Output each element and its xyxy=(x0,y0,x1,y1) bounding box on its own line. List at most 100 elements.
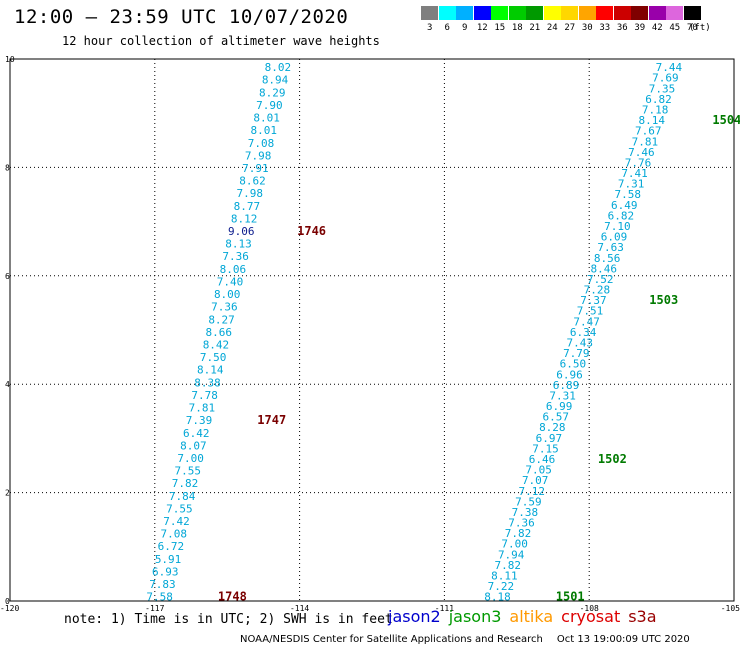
wave-height-value: 7.81 xyxy=(189,402,216,415)
wave-height-value: 6.49 xyxy=(611,199,638,212)
wave-height-value: 6.82 xyxy=(645,93,672,106)
wave-height-value: 7.05 xyxy=(525,464,552,477)
wave-height-value: 8.42 xyxy=(203,339,230,352)
satellite-jason3: jason3 xyxy=(448,607,502,626)
legend-label: 6 xyxy=(444,23,450,33)
wave-height-value: 7.50 xyxy=(200,351,227,364)
legend-label: 24 xyxy=(546,23,558,33)
legend-swatch xyxy=(596,6,613,20)
legend-swatch xyxy=(473,6,491,20)
orbit-time-label: 1504 xyxy=(712,113,740,127)
wave-height-value: 6.93 xyxy=(152,565,179,578)
legend-swatch xyxy=(421,6,438,20)
wave-height-value: 6.89 xyxy=(553,379,580,392)
wave-height-value: 7.31 xyxy=(618,178,645,191)
map-title: 12:00 — 23:59 UTC 10/07/2020 xyxy=(14,6,349,28)
wave-height-value: 7.98 xyxy=(236,187,263,200)
legend-swatch xyxy=(491,6,508,20)
wave-height-value: 9.06 xyxy=(228,225,255,238)
wave-height-value: 7.98 xyxy=(245,149,272,162)
footer-center: NOAA/NESDIS Center for Satellite Applica… xyxy=(240,634,543,645)
wave-height-value: 8.12 xyxy=(231,212,258,225)
legend-swatch xyxy=(561,6,578,20)
wave-height-value: 7.82 xyxy=(505,527,532,540)
units-note: note: 1) Time is in UTC; 2) SWH is in fe… xyxy=(64,612,393,627)
satellite-s3a: s3a xyxy=(628,607,657,626)
wave-height-value: 7.52 xyxy=(587,273,614,286)
legend-label: 15 xyxy=(494,23,506,33)
wave-height-value: 6.42 xyxy=(183,427,210,440)
wave-height-value: 7.39 xyxy=(186,414,213,427)
wave-height-value: 8.02 xyxy=(265,61,292,74)
wave-height-value: 6.99 xyxy=(546,400,573,413)
legend-swatch xyxy=(543,6,561,20)
wave-height-value: 7.40 xyxy=(217,275,244,288)
satellite-altika: altika xyxy=(509,607,554,626)
x-tick-label: -105 xyxy=(721,604,740,613)
wave-height-value: 7.37 xyxy=(580,294,607,307)
legend-label: 39 xyxy=(634,23,646,33)
orbit-time-label: 1748 xyxy=(218,590,247,604)
wave-height-value: 7.08 xyxy=(248,137,275,150)
y-tick-label: 8 xyxy=(5,163,10,172)
wave-height-value: 8.00 xyxy=(214,288,241,301)
map-frame xyxy=(9,58,735,602)
legend-label: 18 xyxy=(511,23,523,33)
wave-height-value: 7.82 xyxy=(172,477,199,490)
y-tick-label: 6 xyxy=(5,272,10,281)
wave-height-value: 8.11 xyxy=(491,569,518,582)
wave-height-value: 7.36 xyxy=(508,517,535,530)
wave-height-value: 6.09 xyxy=(601,231,628,244)
wave-height-value: 7.84 xyxy=(169,490,196,503)
wave-height-value: 7.83 xyxy=(149,578,176,591)
legend-label: 9 xyxy=(462,23,468,33)
wave-height-value: 8.01 xyxy=(251,124,278,137)
wave-height-value: 7.58 xyxy=(146,591,173,604)
wave-height-value: 6.46 xyxy=(529,453,556,466)
wave-height-value: 7.94 xyxy=(498,548,525,561)
wave-height-value: 7.78 xyxy=(191,389,218,402)
wave-height-value: 7.10 xyxy=(604,220,631,233)
y-tick-label: 4 xyxy=(5,380,10,389)
wave-height-value: 7.00 xyxy=(177,452,204,465)
wave-height-value: 8.56 xyxy=(594,252,621,265)
x-tick-label: -111 xyxy=(435,604,454,613)
wave-height-value: 7.55 xyxy=(166,502,193,515)
footer-timestamp: Oct 13 19:00:09 UTC 2020 xyxy=(556,634,690,645)
wave-height-value: 7.44 xyxy=(656,61,683,74)
wave-height-value: 8.28 xyxy=(539,421,566,434)
legend-swatch xyxy=(438,6,456,20)
wave-height-value: 7.12 xyxy=(519,485,546,498)
wave-height-value: 7.82 xyxy=(495,559,522,572)
wave-height-value: 7.67 xyxy=(635,125,662,138)
orbit-time-label: 1746 xyxy=(297,224,326,238)
wave-height-value: 7.38 xyxy=(512,506,539,519)
wave-height-value: 7.76 xyxy=(625,156,652,169)
wave-height-value: 8.38 xyxy=(194,376,221,389)
footer: NOAA/NESDIS Center for Satellite Applica… xyxy=(240,634,690,645)
wave-height-value: 7.51 xyxy=(577,305,604,318)
wave-height-value: 8.66 xyxy=(206,326,233,339)
wave-height-value: 8.46 xyxy=(590,262,617,275)
wave-height-value: 7.63 xyxy=(597,241,624,254)
legend-label: 42 xyxy=(651,23,663,33)
wave-height-value: 6.82 xyxy=(608,209,635,222)
wave-height-value: 7.79 xyxy=(563,347,590,360)
legend-swatch xyxy=(631,6,648,20)
legend-label: 45 xyxy=(669,23,681,33)
orbit-time-label: 1747 xyxy=(257,413,286,427)
wave-height-value: 8.07 xyxy=(180,439,207,452)
wave-height-value: 8.13 xyxy=(225,238,252,251)
legend-label: 36 xyxy=(616,23,628,33)
x-tick-label: -114 xyxy=(290,604,309,613)
wave-height-value: 7.47 xyxy=(573,315,600,328)
legend-label: 3 xyxy=(427,23,433,33)
legend-label: 21 xyxy=(529,23,541,33)
wave-height-value: 6.97 xyxy=(536,432,563,445)
wave-height-value: 7.58 xyxy=(614,188,641,201)
wave-height-value: 7.36 xyxy=(222,250,249,263)
legend-unit: (ft) xyxy=(689,23,711,33)
x-tick-label: -120 xyxy=(0,604,19,613)
orbit-time-label: 1501 xyxy=(556,590,585,604)
